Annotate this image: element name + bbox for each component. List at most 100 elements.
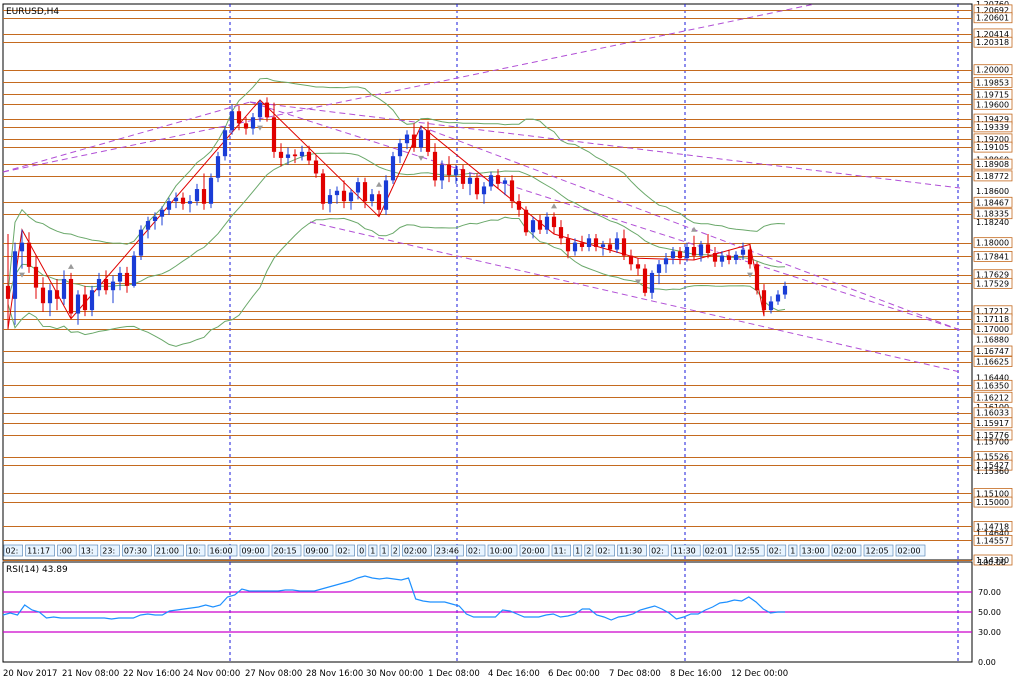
price-label-box-18: [973, 208, 1013, 220]
time-stamp-box: [766, 544, 787, 557]
time-stamp-box: [734, 544, 765, 557]
candle-body: [747, 249, 753, 265]
time-stamp-box: [595, 544, 615, 557]
time-stamp-label: :00: [59, 547, 72, 556]
price-label-box-12: [973, 141, 1013, 153]
time-stamp-label: 12:05: [866, 547, 889, 556]
price-axis-label: 1.20692: [976, 6, 1009, 15]
time-stamp-label: 02:00: [898, 547, 921, 556]
price-label-box-31: [973, 379, 1013, 391]
price-axis-label: 1.18240: [976, 218, 1009, 227]
time-stamp-box: [25, 544, 55, 557]
candle-body: [12, 251, 18, 299]
time-stamp-box: [895, 544, 926, 557]
price-label-box-43: [973, 521, 1013, 532]
price-label-box-46: [973, 554, 1013, 566]
price-label-box-15: [973, 170, 1013, 182]
price-label-box-8: [973, 98, 1013, 110]
candle-body: [306, 151, 312, 161]
candle-body: [390, 156, 396, 181]
price-label-box-20: [973, 237, 1013, 249]
candle-body: [264, 102, 270, 118]
time-stamp-box: [186, 544, 206, 557]
time-axis-label: 24 Nov 00:00: [183, 669, 240, 679]
price-axis-label: 1.16880: [976, 336, 1009, 345]
candle-body: [5, 285, 11, 299]
candle-body: [397, 143, 403, 157]
bollinger-lower-band: [7, 216, 786, 347]
time-stamp-label: 02:: [651, 547, 664, 556]
time-stamp-box: [487, 544, 518, 557]
price-axis-label: 1.14330: [976, 556, 1009, 565]
price-axis-label: 1.16440: [976, 374, 1009, 383]
price-axis-label: 1.20601: [976, 14, 1009, 23]
candle-body: [607, 244, 613, 250]
time-stamp-label: 02:01: [705, 547, 728, 556]
time-stamp-box: [584, 544, 594, 557]
candle-body: [285, 154, 291, 158]
time-axis-label: 20 Nov 2017: [3, 669, 57, 679]
trend-line-3: [249, 101, 961, 331]
candle-body: [229, 111, 235, 131]
candle-body: [775, 294, 781, 302]
fractal-marker: [19, 272, 25, 278]
rsi-axis-label: 100.00: [978, 558, 1006, 567]
time-stamp-label: 1: [370, 547, 375, 556]
candle-body: [180, 197, 186, 204]
fractal-marker: [257, 125, 263, 131]
trend-line-1: [2, 101, 251, 173]
candle-body: [145, 221, 151, 230]
price-label-box-26: [973, 323, 1013, 335]
candle-body: [439, 164, 445, 181]
candle-body: [656, 264, 662, 273]
time-stamp-label: 11:30: [673, 547, 696, 556]
time-stamp-label: 1: [790, 547, 795, 556]
candle-body: [670, 251, 676, 259]
candle-body: [103, 278, 109, 291]
candle-body: [782, 285, 788, 295]
price-axis-label: 1.19715: [976, 90, 1009, 99]
candle-body: [341, 190, 347, 202]
time-stamp-label: 11:30: [619, 547, 642, 556]
price-axis-label: 1.20414: [976, 30, 1009, 39]
price-label-box-4: [973, 36, 1013, 48]
candle-body: [47, 290, 53, 304]
bollinger-middle-band: [7, 152, 786, 300]
candle-body: [537, 220, 543, 230]
price-axis-label: 1.20000: [976, 66, 1009, 75]
time-stamp-label: 13:00: [802, 547, 825, 556]
candle-body: [726, 255, 732, 260]
candle-body: [698, 244, 704, 256]
price-label-box-32: [973, 391, 1013, 403]
time-stamp-label: 20:00: [522, 547, 545, 556]
price-axis-label: 1.16212: [976, 393, 1009, 402]
time-stamp-box: [335, 544, 355, 557]
candle-body: [544, 216, 550, 230]
time-axis-label: 6 Dec 00:00: [548, 669, 600, 679]
price-axis-label: 1.15000: [976, 498, 1009, 507]
main-chart-frame: [2, 3, 973, 561]
price-axis-label: 1.17212: [976, 307, 1009, 316]
price-label-box-39: [973, 459, 1013, 471]
price-axis-label: 1.18772: [976, 172, 1009, 181]
candle-body: [299, 151, 305, 157]
price-label-box-42: [973, 496, 1013, 508]
fractal-marker: [376, 181, 382, 187]
candle-body: [516, 201, 522, 210]
time-stamp-box: [519, 544, 550, 557]
candle-body: [495, 175, 501, 184]
candle-body: [201, 189, 207, 204]
candle-body: [313, 160, 319, 174]
rsi-title: RSI(14) 43.89: [6, 565, 68, 575]
time-stamp-box: [863, 544, 894, 557]
price-label-box-35: [973, 417, 1013, 429]
candle-body: [124, 272, 130, 286]
price-axis-label: 1.18600: [976, 187, 1009, 196]
candle-body: [691, 246, 697, 256]
price-label-box-2: [973, 12, 1013, 24]
chart-title: EURUSD,H4: [6, 7, 59, 17]
price-axis-label: 1.18000: [976, 239, 1009, 248]
time-stamp-box: [831, 544, 862, 557]
price-axis-label: 1.19853: [976, 78, 1009, 87]
